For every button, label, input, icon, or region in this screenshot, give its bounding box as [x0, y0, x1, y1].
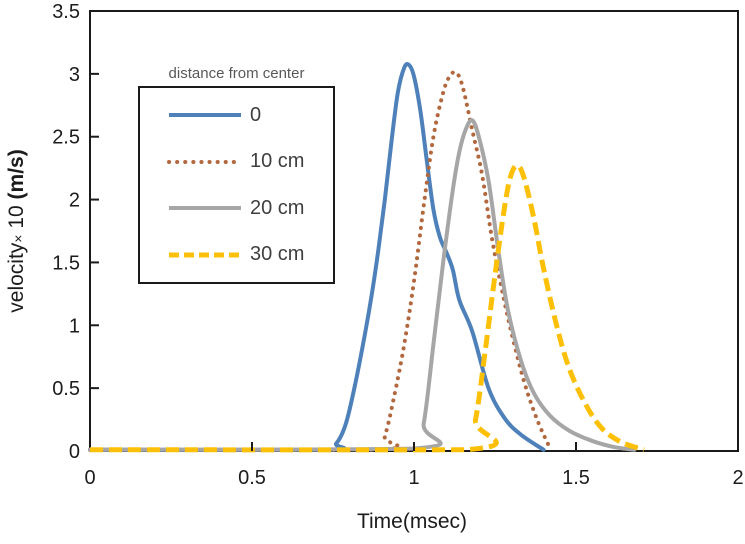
legend-title: distance from center — [168, 65, 305, 82]
y-tick-label: 2 — [69, 190, 80, 212]
x-tick-label: 1.5 — [562, 467, 590, 489]
legend-line-sample — [169, 113, 241, 118]
series-line-20-cm — [88, 118, 637, 452]
y-tick-label: 0 — [69, 441, 80, 463]
axis-ticks — [90, 72, 577, 451]
legend-item-20-cm: 20 cm — [140, 197, 333, 220]
legend-item-10-cm: 10 cm — [140, 150, 333, 173]
legend-box: 0 10 cm 20 cm 30 cm — [138, 86, 335, 284]
legend-label: 20 cm — [250, 196, 305, 219]
series-line-0 — [88, 61, 546, 452]
y-tick-label: 3 — [69, 64, 80, 86]
x-axis-title: Time(msec) — [357, 510, 467, 533]
legend-label: 10 cm — [250, 150, 305, 173]
y-tick-label: 1 — [69, 315, 80, 337]
y-tick-label: 3.5 — [52, 1, 80, 23]
x-tick-label: 0 — [84, 467, 95, 489]
y-axis-title: velocity× 10 (m/s) — [5, 149, 28, 312]
legend-line-sample — [167, 159, 243, 164]
legend-line-sample — [169, 206, 241, 211]
x-tick-label: 2 — [732, 467, 743, 489]
legend-line-sample — [169, 252, 241, 258]
y-tick-label: 1.5 — [52, 252, 80, 274]
legend-item-30-cm: 30 cm — [140, 243, 333, 266]
legend-label: 0 — [250, 103, 262, 126]
legend-item-0: 0 — [140, 104, 333, 127]
series-lines — [88, 61, 645, 453]
x-tick-label: 1 — [408, 467, 419, 489]
axis-tick-labels: 0 0.5 1 1.5 2 0 0.5 1 1.5 2 2.5 3 3.5 — [52, 1, 743, 489]
legend-label: 30 cm — [250, 243, 305, 266]
legend: distance from center 0 10 cm 20 cm 30 cm — [138, 62, 335, 284]
y-tick-label: 0.5 — [52, 378, 80, 400]
x-tick-label: 0.5 — [238, 467, 266, 489]
y-tick-label: 2.5 — [52, 127, 80, 149]
